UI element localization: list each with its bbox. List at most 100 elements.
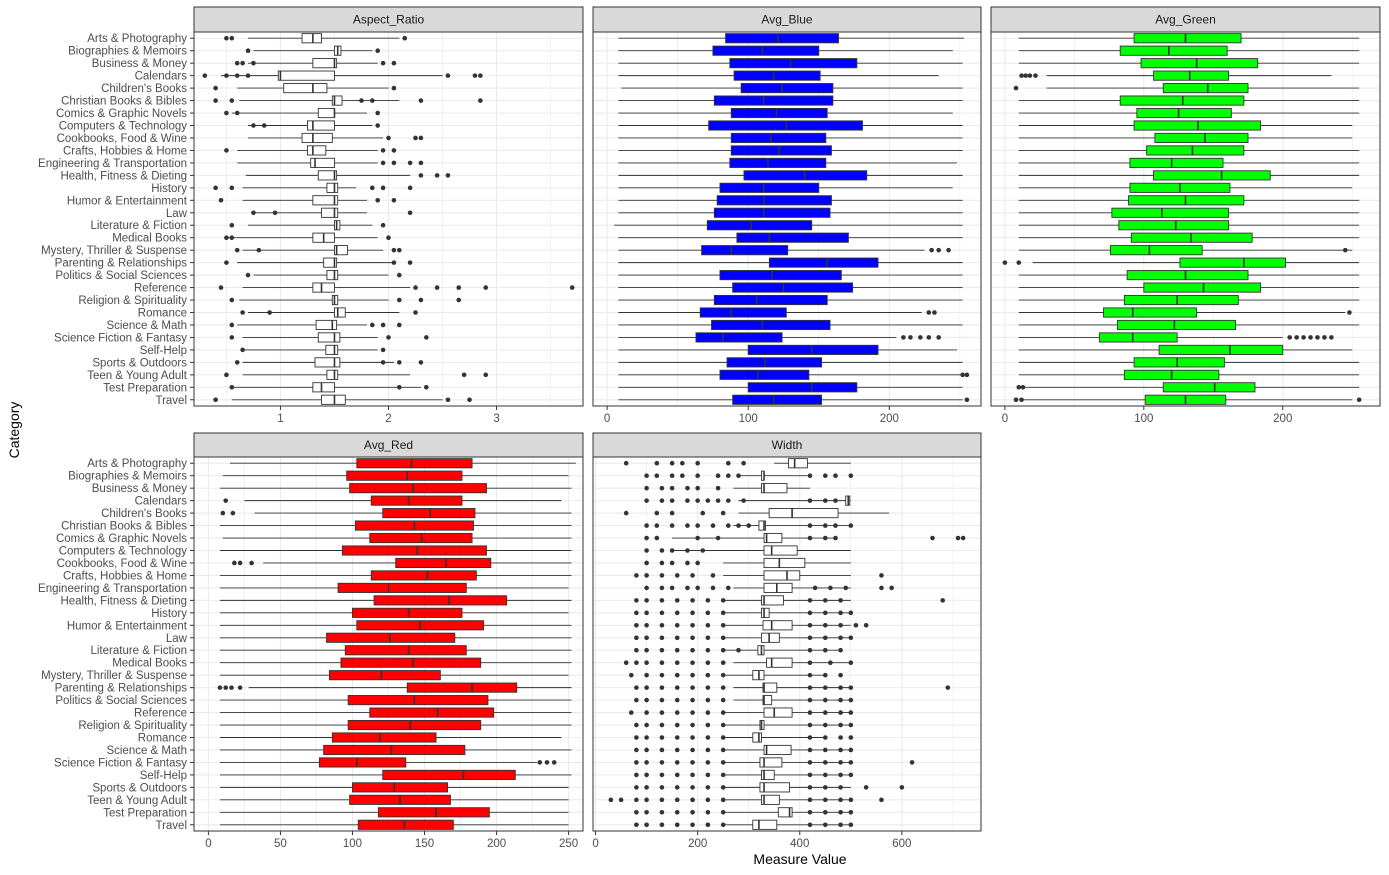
- box-iqr: [761, 632, 780, 643]
- outlier-point: [690, 710, 695, 715]
- category-label: Cookbooks, Food & Wine: [57, 133, 187, 145]
- box-law: [618, 207, 963, 218]
- outlier-point: [634, 685, 639, 690]
- outlier-point: [960, 535, 966, 541]
- box-iqr: [326, 270, 339, 281]
- box-humor-entertainment: [618, 195, 963, 206]
- outlier-point: [705, 785, 711, 790]
- outlier-point: [822, 685, 828, 690]
- box-iqr: [317, 170, 338, 181]
- outlier-point: [822, 785, 828, 790]
- outlier-point: [229, 235, 235, 240]
- outlier-point: [807, 647, 813, 653]
- box-sports-outdoors: [1018, 357, 1360, 368]
- outlier-point: [690, 672, 695, 678]
- outlier-point: [245, 73, 251, 78]
- box-calendars: [1019, 70, 1332, 81]
- x-tick-label: 400: [790, 838, 809, 850]
- outlier-point: [654, 460, 660, 466]
- category-label: Law: [166, 208, 188, 220]
- facet-strip-label: Aspect_Ratio: [353, 13, 425, 27]
- category-label: Arts & Photography: [87, 33, 187, 45]
- outlier-point: [674, 610, 680, 616]
- category-label: Health, Fitness & Dieting: [60, 170, 187, 182]
- x-tick-label: 100: [343, 838, 362, 850]
- category-label: Science & Math: [106, 320, 187, 332]
- outlier-point: [720, 822, 726, 828]
- outlier-point: [634, 660, 639, 665]
- category-label: Humor & Entertainment: [67, 195, 188, 207]
- outlier-point: [418, 98, 424, 103]
- outlier-point: [644, 585, 649, 591]
- outlier-point: [725, 585, 731, 591]
- outlier-point: [690, 573, 695, 578]
- outlier-point: [456, 297, 462, 303]
- outlier-point: [695, 473, 700, 479]
- outlier-point: [249, 560, 254, 566]
- outlier-point: [705, 660, 711, 665]
- outlier-point: [838, 760, 843, 765]
- outlier-point: [695, 485, 700, 491]
- outlier-point: [397, 272, 402, 278]
- outlier-point: [705, 760, 711, 765]
- box-travel: [213, 394, 472, 405]
- outlier-point: [261, 123, 267, 128]
- outlier-point: [695, 498, 700, 503]
- outlier-point: [674, 822, 680, 828]
- outlier-point: [680, 460, 685, 466]
- x-tick-label: 3: [493, 413, 499, 425]
- outlier-point: [644, 485, 649, 491]
- outlier-point: [690, 635, 695, 641]
- outlier-point: [644, 797, 649, 803]
- category-label: Test Preparation: [103, 382, 187, 394]
- box-test-preparation: [229, 382, 429, 393]
- outlier-point: [644, 722, 649, 728]
- box-reference: [1018, 282, 1360, 293]
- outlier-point: [705, 598, 711, 603]
- box-iqr: [768, 257, 879, 268]
- outlier-point: [478, 98, 483, 103]
- outlier-point: [674, 747, 680, 753]
- outlier-point: [234, 247, 240, 253]
- box-sports-outdoors: [234, 357, 424, 368]
- box-iqr: [331, 95, 343, 106]
- box-iqr: [752, 732, 762, 743]
- box-iqr: [277, 70, 335, 81]
- outlier-point: [407, 210, 413, 216]
- outlier-point: [659, 647, 665, 653]
- box-iqr: [761, 607, 770, 618]
- box-teen-young-adult: [618, 369, 970, 380]
- outlier-point: [407, 260, 413, 265]
- box-parenting-relationships: [634, 682, 951, 693]
- outlier-point: [623, 510, 629, 516]
- category-label: Parenting & Relationships: [55, 683, 188, 695]
- panel-background: [593, 457, 981, 831]
- x-tick-label: 2: [385, 413, 391, 425]
- outlier-point: [644, 660, 649, 665]
- outlier-point: [472, 73, 478, 78]
- box-comics-graphic-novels: [618, 107, 953, 119]
- category-label: Literature & Fiction: [90, 645, 187, 657]
- box-cookbooks-food-wine: [1018, 132, 1353, 144]
- box-business-money: [618, 58, 963, 69]
- x-tick-label: 600: [892, 838, 911, 850]
- outlier-point: [807, 685, 813, 690]
- category-label: Romance: [138, 733, 187, 745]
- outlier-point: [623, 460, 629, 466]
- outlier-point: [838, 598, 843, 603]
- box-iqr: [283, 83, 328, 94]
- box-children-s-books: [220, 508, 572, 519]
- box-religion-spirituality: [1018, 294, 1360, 306]
- outlier-point: [434, 173, 440, 178]
- outlier-point: [1347, 310, 1352, 315]
- box-iqr: [736, 232, 849, 243]
- outlier-point: [213, 98, 218, 103]
- outlier-point: [736, 473, 741, 479]
- category-label: Children's Books: [101, 508, 187, 520]
- box-teen-young-adult: [219, 794, 569, 805]
- box-iqr: [740, 83, 834, 94]
- box-iqr: [312, 195, 339, 206]
- outlier-point: [700, 510, 706, 516]
- outlier-point: [224, 260, 229, 265]
- box-iqr: [729, 157, 827, 168]
